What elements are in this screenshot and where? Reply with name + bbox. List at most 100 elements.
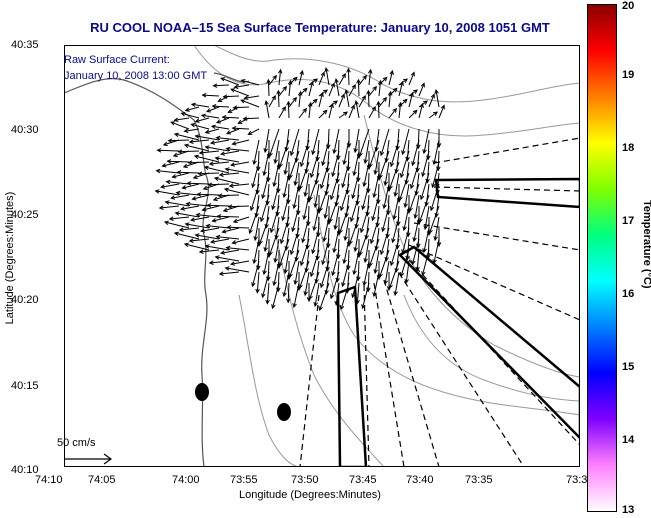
current-vector-head xyxy=(284,245,289,251)
current-vector-head xyxy=(193,154,199,159)
current-vector-head xyxy=(170,195,176,200)
contour-line xyxy=(273,224,385,467)
current-vector xyxy=(330,271,340,299)
current-vector-head xyxy=(183,128,189,133)
current-vector xyxy=(216,236,240,240)
colorbar-tick: 18 xyxy=(622,142,635,154)
current-vector-head xyxy=(173,231,179,236)
current-vector xyxy=(357,161,360,182)
current-vector xyxy=(403,205,410,231)
current-vector xyxy=(294,161,300,186)
colorbar-tick: 14 xyxy=(622,434,635,446)
current-vector xyxy=(358,95,366,108)
current-vector-head xyxy=(204,244,210,249)
current-vector-head xyxy=(395,244,400,250)
current-vector-head xyxy=(175,190,181,196)
current-vector-head xyxy=(313,302,318,308)
x-tick-label: 74:10 xyxy=(35,474,63,486)
current-vector-head xyxy=(210,140,216,145)
current-vector-head xyxy=(231,141,237,146)
current-vector xyxy=(338,94,345,108)
x-tick-label: 74:05 xyxy=(88,474,116,486)
current-vector xyxy=(312,227,320,254)
current-vector-head xyxy=(306,297,312,303)
current-vector xyxy=(383,183,390,209)
current-vector-head xyxy=(200,228,206,233)
current-vector xyxy=(368,69,372,86)
current-vector xyxy=(263,150,270,176)
current-vector-head xyxy=(262,171,267,177)
current-vector-head xyxy=(173,132,179,137)
current-vector-head xyxy=(394,267,399,273)
current-vector xyxy=(389,161,400,190)
current-vector-head xyxy=(392,107,397,113)
current-vector xyxy=(204,166,230,174)
current-vector xyxy=(319,282,330,311)
current-vector-head xyxy=(198,150,204,155)
current-vector xyxy=(392,216,400,243)
current-vector xyxy=(335,79,340,97)
y-tick-label: 40:15 xyxy=(11,380,39,392)
current-vector-head xyxy=(181,185,187,190)
current-vector-head xyxy=(208,161,214,166)
current-vector xyxy=(185,106,200,112)
current-vector-head xyxy=(220,77,226,82)
current-vector-head xyxy=(302,107,307,113)
current-vector xyxy=(269,227,280,256)
annotation-line-2: January 10, 2008 13:00 GMT xyxy=(64,70,208,82)
current-vector-head xyxy=(218,271,224,276)
current-vector xyxy=(212,216,230,222)
current-vector-head xyxy=(355,299,360,305)
current-vector-head xyxy=(433,236,438,242)
current-vector-head xyxy=(249,206,255,212)
current-vector xyxy=(206,106,220,113)
current-vector-head xyxy=(420,82,425,88)
current-vector-head xyxy=(402,98,408,104)
current-vector-head xyxy=(155,168,161,174)
current-vector xyxy=(187,182,210,185)
current-vector xyxy=(290,128,300,156)
current-vector xyxy=(387,194,390,215)
current-vector xyxy=(367,271,370,292)
current-vector-head xyxy=(279,239,285,245)
current-vector-head xyxy=(217,97,223,102)
current-vector xyxy=(267,260,270,281)
current-vector-head xyxy=(273,258,278,264)
current-vector-head xyxy=(194,118,200,123)
current-vector-head xyxy=(329,195,335,201)
current-vector-head xyxy=(411,260,416,266)
current-vector-head xyxy=(204,129,210,134)
current-vector-head xyxy=(231,126,237,131)
current-vector-head xyxy=(325,266,330,272)
current-vector xyxy=(438,105,445,119)
current-vector xyxy=(273,260,280,286)
contour-line xyxy=(193,45,580,137)
current-vector xyxy=(327,227,330,248)
current-vector-head xyxy=(162,141,168,147)
current-vector xyxy=(269,128,280,157)
current-vector-head xyxy=(414,190,419,196)
current-vector xyxy=(325,68,330,86)
current-vector-head xyxy=(382,96,387,102)
current-vector-head xyxy=(272,74,277,80)
current-vector xyxy=(300,238,310,266)
current-vector xyxy=(211,139,230,144)
current-vector-head xyxy=(265,200,270,206)
current-vector xyxy=(322,238,330,265)
map-frame xyxy=(64,45,580,467)
current-vector-head xyxy=(313,78,318,83)
current-vector xyxy=(418,103,423,119)
current-vector xyxy=(243,117,260,120)
current-vector-head xyxy=(395,145,400,151)
current-vector xyxy=(231,260,250,265)
current-vector xyxy=(252,260,260,287)
current-vector xyxy=(216,137,240,141)
colorbar-tick: 13 xyxy=(622,504,635,516)
current-vector-head xyxy=(240,79,246,84)
current-vector xyxy=(398,81,403,97)
x-tick-label: 74:00 xyxy=(172,474,200,486)
current-vector xyxy=(417,227,420,248)
current-vector xyxy=(188,161,210,164)
current-vector-head xyxy=(180,206,186,211)
current-vector xyxy=(380,227,390,255)
